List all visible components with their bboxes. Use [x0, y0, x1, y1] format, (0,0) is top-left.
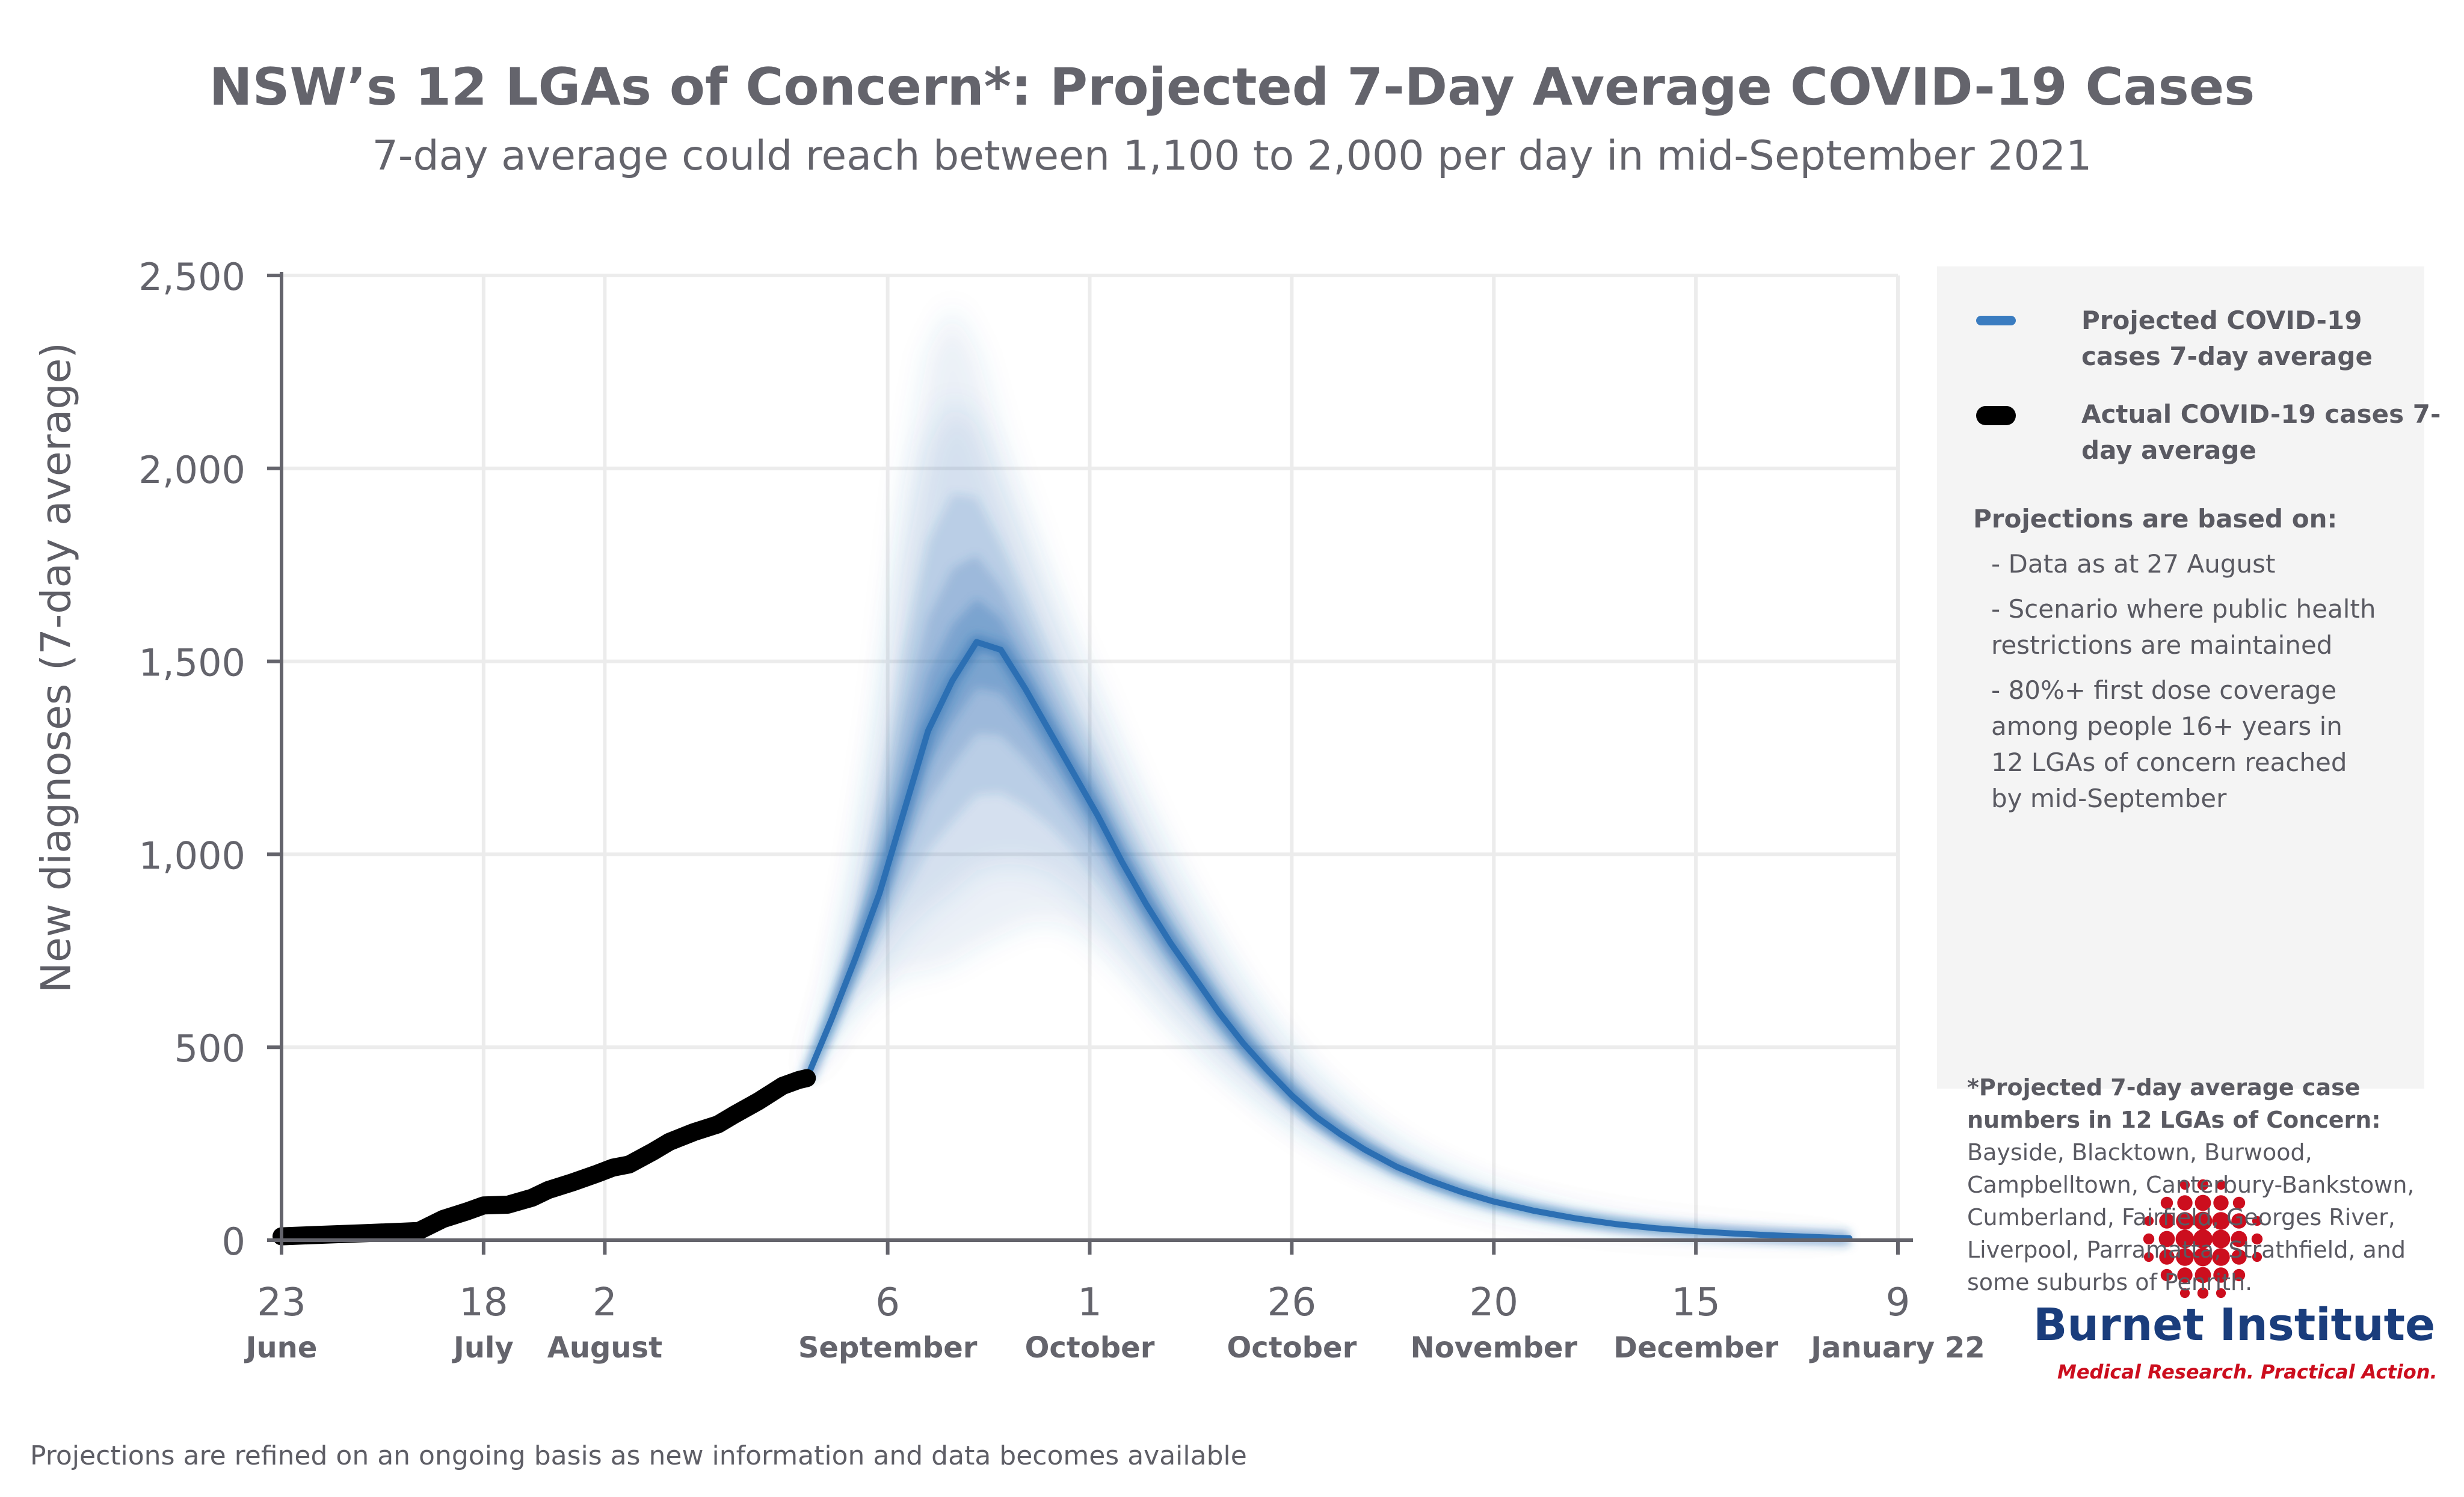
x-tick-label-day: 26: [1267, 1280, 1316, 1325]
x-tick-label-day: 2: [593, 1280, 617, 1325]
logo-dot: [2216, 1179, 2226, 1190]
y-tick-label: 0: [222, 1220, 245, 1264]
logo-dot: [2143, 1233, 2155, 1245]
x-tick-label-day: 6: [875, 1280, 900, 1325]
logo-dot: [2232, 1196, 2246, 1210]
x-tick-label-month: January 22: [1809, 1331, 1985, 1365]
x-tick-label-month: October: [1227, 1331, 1357, 1365]
logo-dot: [2158, 1231, 2175, 1247]
logo-dot: [2160, 1196, 2173, 1210]
logo-dot: [2197, 1287, 2209, 1299]
logo-dot: [2252, 1252, 2262, 1262]
uncertainty-band-layer: [807, 555, 1850, 1239]
x-tick-label-month: October: [1025, 1331, 1155, 1365]
x-tick-label-day: 1: [1077, 1280, 1102, 1325]
x-tick-label-day: 9: [1886, 1280, 1911, 1325]
x-tick-label-month: November: [1410, 1331, 1577, 1365]
logo-dot: [2216, 1288, 2226, 1299]
logo-dot: [2194, 1267, 2211, 1283]
logo-dot: [2211, 1229, 2231, 1249]
logo-dot: [2143, 1216, 2154, 1226]
y-tick-label: 2,000: [139, 448, 246, 492]
x-tick-label-day: 20: [1470, 1280, 1518, 1325]
x-tick-label-day: 23: [257, 1280, 306, 1325]
logo-dot: [2193, 1211, 2213, 1231]
logo-dot: [2159, 1249, 2175, 1265]
logo-dot: [2176, 1248, 2194, 1266]
burnet-logo-mark: [2143, 1179, 2263, 1299]
x-tick-label-month: July: [452, 1331, 514, 1365]
logo-dot: [2213, 1267, 2229, 1283]
lga-list: Bayside, Blacktown, Burwood, Campbelltow…: [1967, 1139, 2415, 1296]
uncertainty-band-layer: [807, 399, 1850, 1239]
logo-dot: [2176, 1212, 2194, 1230]
grid-lines: [282, 274, 1900, 1240]
uncertainty-band: [807, 306, 1850, 1240]
legend-label-projected: Projected COVID-19 cases 7-day average: [2081, 306, 2373, 371]
x-tick-label-day: 18: [459, 1280, 508, 1325]
logo-dot: [2252, 1216, 2262, 1226]
logo-dot: [2251, 1233, 2263, 1245]
y-tick-label: 1,000: [139, 834, 246, 878]
logo-dot: [2212, 1248, 2230, 1266]
projected-line: [804, 639, 1853, 1241]
logo-dot: [2160, 1268, 2173, 1282]
x-tick-label-day: 15: [1671, 1280, 1720, 1325]
logo-dot: [2193, 1229, 2213, 1249]
note-item: - 80%+ first dose coverage among people …: [1991, 675, 2347, 813]
logo-name: Burnet Institute: [2033, 1299, 2436, 1351]
notes-title: Projections are based on:: [1973, 504, 2338, 533]
note-item: - Scenario where public health restricti…: [1991, 594, 2376, 660]
axes: 0 500 1,000 1,500 2,000 2,500 23 June 18 July 2 Aug…: [139, 255, 1985, 1365]
logo-dot: [2179, 1179, 2190, 1190]
x-tick-label-month: September: [798, 1331, 978, 1365]
projected-swatch: [1976, 316, 2016, 325]
lga-title: *Projected 7-day average case numbers in…: [1967, 1074, 2381, 1133]
footnote: Projections are refined on an ongoing ba…: [30, 1440, 1247, 1471]
x-tick-label-month: June: [244, 1331, 318, 1365]
x-tick-label-month: August: [547, 1331, 662, 1365]
logo-dot: [2231, 1249, 2247, 1265]
legend-panel: Projected COVID-19 cases 7-day average A…: [1937, 266, 2441, 1296]
logo-dot: [2177, 1195, 2193, 1211]
actual-swatch: [1976, 406, 2016, 425]
x-tick-label-month: December: [1613, 1331, 1778, 1365]
logo-dot: [2177, 1267, 2193, 1283]
logo-dot: [2194, 1194, 2211, 1211]
series-lines: [273, 635, 1853, 1246]
y-tick-label: 500: [174, 1027, 245, 1071]
logo-dot: [2159, 1213, 2175, 1229]
chart-title: NSW’s 12 LGAs of Concern*: Projected 7-D…: [209, 57, 2255, 117]
y-tick-label: 2,500: [139, 255, 246, 299]
y-axis-label: New diagnoses (7-day average): [32, 342, 81, 993]
chart-subtitle: 7-day average could reach between 1,100 …: [372, 132, 2092, 180]
logo-tagline: Medical Research. Practical Action.: [2057, 1360, 2438, 1383]
note-item: - Data as at 27 August: [1991, 549, 2276, 579]
logo-dot: [2231, 1213, 2247, 1229]
y-tick-label: 1,500: [139, 641, 246, 685]
logo-dot: [2193, 1247, 2213, 1267]
logo-dot: [2175, 1229, 2194, 1249]
logo-dot: [2197, 1179, 2209, 1191]
logo-dot: [2212, 1212, 2230, 1230]
logo-dot: [2179, 1288, 2190, 1299]
logo-dot: [2231, 1231, 2247, 1247]
logo-dot: [2213, 1195, 2229, 1211]
logo-dot: [2143, 1252, 2154, 1262]
logo-dot: [2232, 1268, 2246, 1282]
legend-label-actual: Actual COVID-19 cases 7-day average: [2081, 399, 2441, 465]
actual-line: [273, 1069, 816, 1246]
